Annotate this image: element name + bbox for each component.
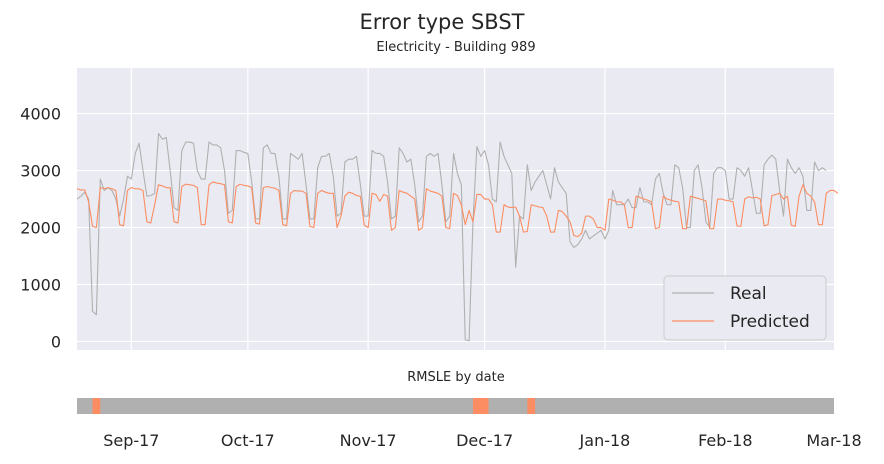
chart-title: Error type SBST <box>359 10 525 34</box>
rmsle-strip <box>77 398 834 414</box>
series-lines <box>76 132 839 342</box>
x-tick-label: Feb-18 <box>698 431 752 450</box>
x-tick-label: Jan-18 <box>579 431 631 450</box>
legend-box <box>663 275 827 341</box>
x-axis-ticks: Sep-17 Oct-17 Nov-17 Dec-17 Jan-18 Feb-18 Mar-… <box>103 431 861 450</box>
y-axis-ticks: 0 1000 2000 3000 4000 <box>20 105 61 352</box>
y-tick-label: 1000 <box>20 275 61 294</box>
strip-base <box>77 398 834 414</box>
chart-subtitle: Electricity - Building 989 <box>376 40 536 55</box>
legend: Real Predicted <box>663 275 827 341</box>
strip-highlight <box>472 398 489 414</box>
y-tick-label: 0 <box>51 332 61 351</box>
strip-highlight <box>92 398 101 414</box>
series-line-real <box>76 132 827 342</box>
x-tick-label: Oct-17 <box>221 431 275 450</box>
y-tick-label: 2000 <box>20 219 61 238</box>
strip-title: RMSLE by date <box>407 370 505 385</box>
legend-label-real: Real <box>730 284 767 304</box>
y-tick-label: 3000 <box>20 162 61 181</box>
strip-highlight <box>527 398 536 414</box>
x-tick-label: Nov-17 <box>340 431 397 450</box>
x-tick-label: Mar-18 <box>806 431 861 450</box>
y-tick-label: 4000 <box>20 105 61 124</box>
legend-label-predicted: Predicted <box>730 312 810 332</box>
series-line-predicted <box>76 181 839 238</box>
x-tick-label: Sep-17 <box>103 431 159 450</box>
x-tick-label: Dec-17 <box>456 431 513 450</box>
